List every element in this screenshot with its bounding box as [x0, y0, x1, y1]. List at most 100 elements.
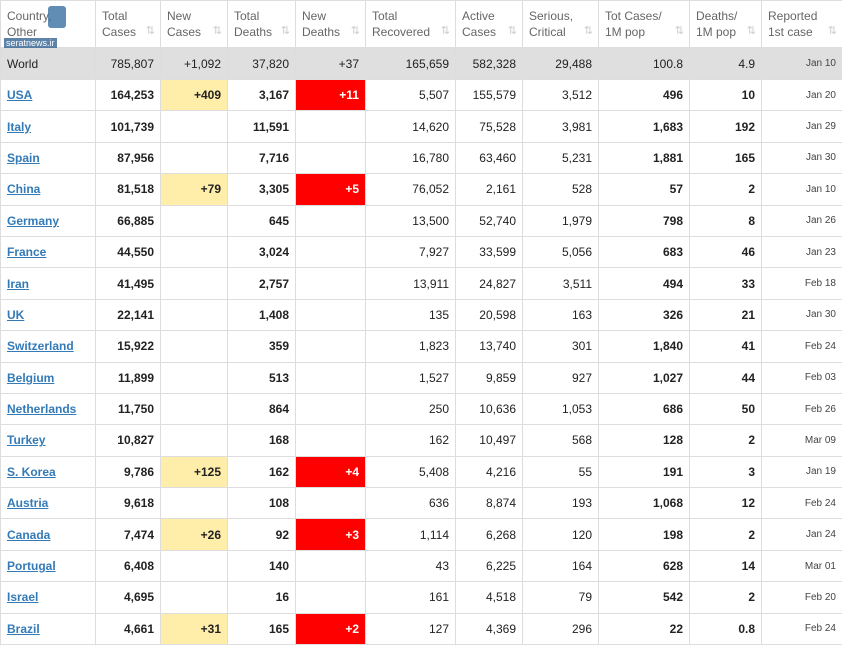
table-cell: Feb 03: [761, 361, 842, 394]
table-cell: [295, 487, 366, 520]
header-line: Cases: [102, 25, 137, 39]
country-link[interactable]: Netherlands: [7, 402, 77, 417]
sort-icon: ⇅: [280, 25, 290, 37]
header-line: Total: [102, 9, 128, 23]
country-link[interactable]: Spain: [7, 150, 40, 165]
country-link[interactable]: Switzerland: [7, 339, 74, 354]
table-cell: 46: [689, 235, 762, 269]
table-cell: 1,527: [365, 361, 456, 394]
country-link[interactable]: Italy: [7, 119, 32, 134]
table-cell: 3,024: [227, 235, 296, 269]
table-cell: Jan 10: [761, 173, 842, 206]
table-cell: +1,092: [160, 47, 228, 80]
table-cell: 542: [598, 581, 690, 614]
table-cell: 37,820: [227, 47, 296, 80]
table-cell: 13,911: [365, 267, 456, 300]
country-link[interactable]: Portugal: [7, 559, 56, 574]
table-cell: +125: [160, 455, 228, 489]
table-cell: [160, 392, 228, 426]
table-cell: 686: [598, 392, 690, 426]
table-cell: 10,636: [455, 392, 523, 426]
country-link[interactable]: Turkey: [7, 433, 46, 448]
table-cell: France: [0, 235, 96, 269]
column-header[interactable]: Active Cases ⇅: [455, 0, 523, 48]
table-cell: Austria: [0, 487, 96, 520]
column-header[interactable]: Total Deaths ⇅: [227, 0, 296, 48]
table-cell: 44: [689, 361, 762, 394]
table-cell: [160, 424, 228, 457]
table-cell: USA: [0, 78, 96, 112]
table-cell: 52,740: [455, 204, 523, 237]
table-cell: Italy: [0, 110, 96, 143]
table-cell: 20,598: [455, 298, 523, 332]
table-cell: 164: [522, 549, 599, 583]
country-link[interactable]: Belgium: [7, 370, 55, 385]
table-cell: 9,618: [95, 487, 161, 520]
table-cell: 636: [365, 487, 456, 520]
table-cell: 21: [689, 298, 762, 332]
table-cell: [160, 141, 228, 175]
country-row: UK 22,141 1,408 135 20,598 163 326 21 Jan 30: [0, 298, 842, 332]
table-cell: [160, 235, 228, 269]
column-header[interactable]: Total Cases ⇅: [95, 0, 161, 48]
table-cell: 1,683: [598, 110, 690, 143]
country-link[interactable]: Israel: [7, 590, 39, 605]
table-cell: 16: [227, 581, 296, 614]
table-cell: 5,507: [365, 78, 456, 112]
country-link[interactable]: Austria: [7, 496, 49, 511]
header-line: New: [167, 9, 192, 23]
table-cell: 568: [522, 424, 599, 457]
sort-icon: ⇅: [212, 25, 222, 37]
country-link[interactable]: Iran: [7, 276, 30, 291]
table-cell: 4,518: [455, 581, 523, 614]
country-link[interactable]: France: [7, 245, 47, 260]
table-cell: 4.9: [689, 47, 762, 80]
table-cell: 496: [598, 78, 690, 112]
country-link[interactable]: Canada: [7, 527, 51, 542]
table-cell: Spain: [0, 141, 96, 175]
column-header[interactable]: New Deaths ⇅: [295, 0, 366, 48]
column-header[interactable]: Deaths/1M pop ⇅: [689, 0, 762, 48]
table-cell: 6,225: [455, 549, 523, 583]
header-line: Total: [372, 9, 398, 23]
country-link[interactable]: S. Korea: [7, 464, 56, 479]
region-name: World: [7, 56, 39, 71]
header-line: Critical: [529, 25, 566, 39]
country-link[interactable]: Germany: [7, 213, 60, 228]
table-cell: China: [0, 173, 96, 206]
table-cell: 127: [365, 612, 456, 646]
table-cell: [160, 549, 228, 583]
header-line: Serious,: [529, 9, 574, 23]
table-cell: 864: [227, 392, 296, 426]
table-cell: 7,927: [365, 235, 456, 269]
table-cell: 2,161: [455, 173, 523, 206]
column-header[interactable]: Serious, Critical ⇅: [522, 0, 599, 48]
table-cell: 168: [227, 424, 296, 457]
table-cell: 2: [689, 424, 762, 457]
column-header[interactable]: New Cases ⇅: [160, 0, 228, 48]
country-link[interactable]: USA: [7, 88, 33, 103]
table-cell: [160, 487, 228, 520]
column-header[interactable]: Total Recovered ⇅: [365, 0, 456, 48]
table-cell: Canada: [0, 518, 96, 551]
table-cell: 87,956: [95, 141, 161, 175]
table-cell: Brazil: [0, 612, 96, 646]
country-link[interactable]: Brazil: [7, 621, 40, 636]
table-cell: 155,579: [455, 78, 523, 112]
country-link[interactable]: UK: [7, 307, 25, 322]
table-cell: 92: [227, 518, 296, 551]
table-cell: 927: [522, 361, 599, 394]
table-cell: [295, 267, 366, 300]
country-row: Germany 66,885 645 13,500 52,740 1,979 798 8 Jan…: [0, 204, 842, 237]
column-header[interactable]: Tot Cases/1M pop ⇅: [598, 0, 690, 48]
table-cell: 22,141: [95, 298, 161, 332]
country-link[interactable]: China: [7, 182, 41, 197]
country-row: Canada 7,474 +26 92 +3 1,114 6,268 120 198 2 Jan 2…: [0, 518, 842, 551]
country-row: Portugal 6,408 140 43 6,225 164 628 14 Mar 01: [0, 549, 842, 583]
table-cell: 0.8: [689, 612, 762, 646]
header-line: Other: [7, 25, 38, 39]
table-cell: 9,786: [95, 455, 161, 489]
table-cell: +11: [295, 78, 366, 112]
column-header[interactable]: Reported 1st case ⇅: [761, 0, 842, 48]
table-cell: Germany: [0, 204, 96, 237]
